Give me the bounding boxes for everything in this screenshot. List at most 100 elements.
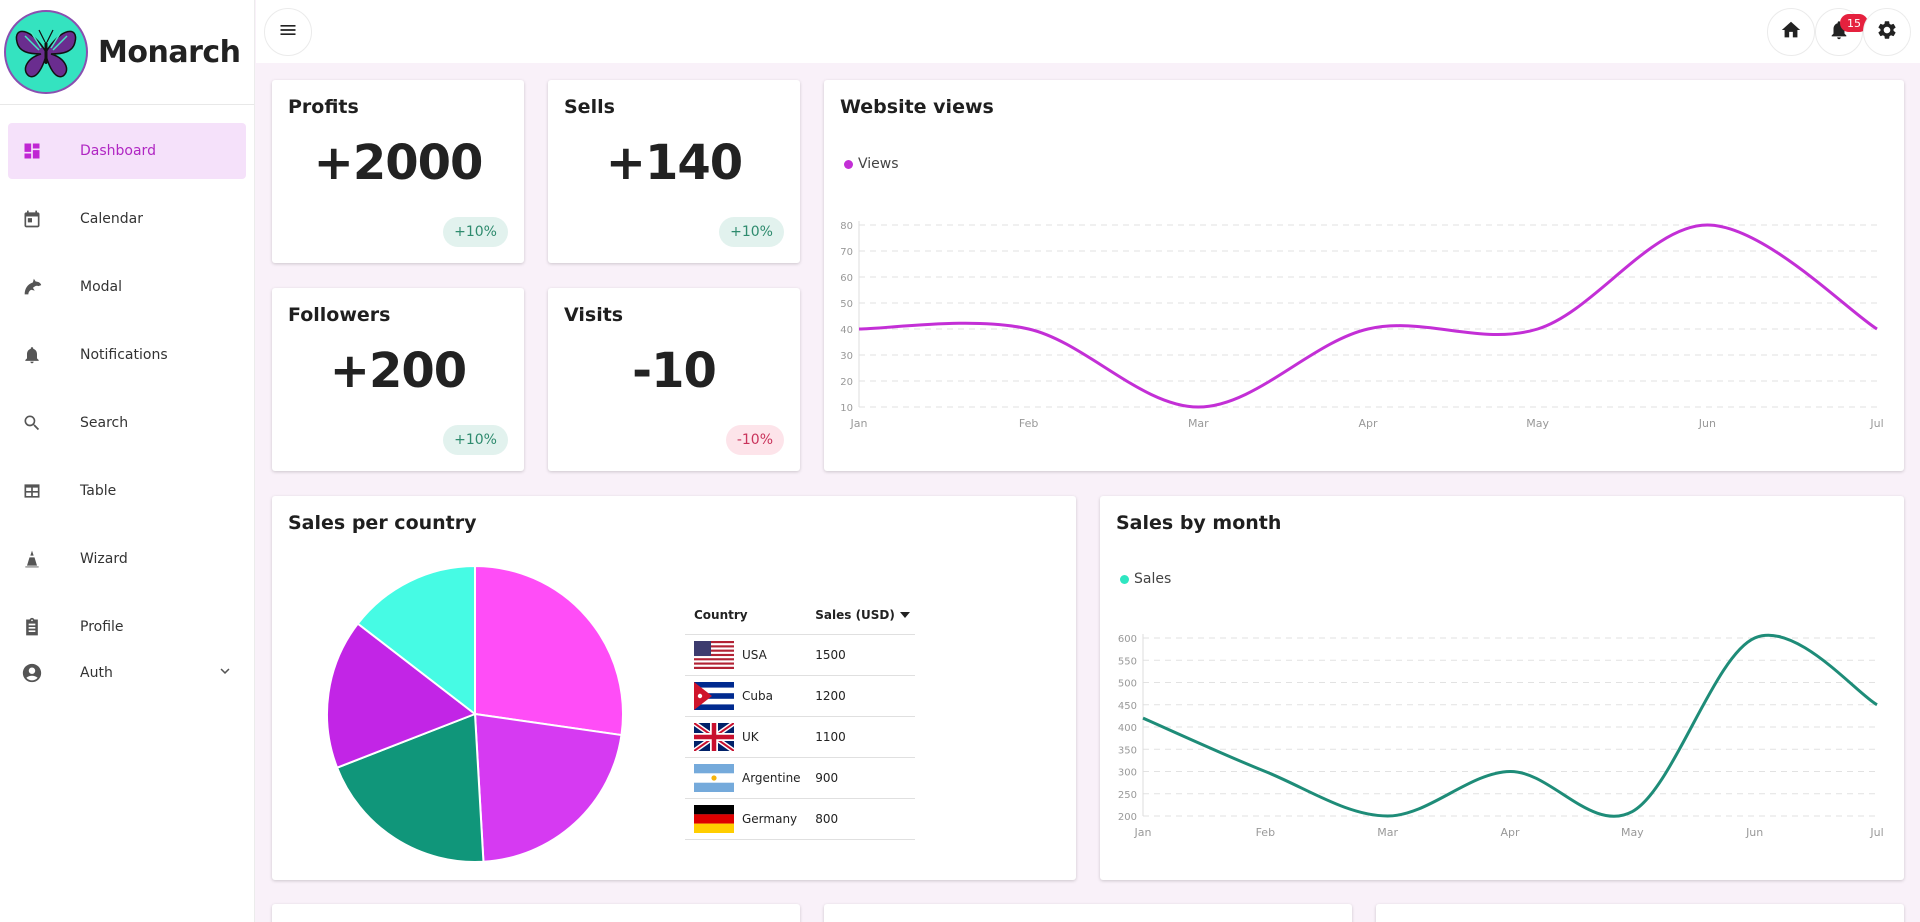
chevron-down-icon[interactable] (216, 662, 234, 684)
stat-title: Followers (288, 304, 391, 326)
sales-line-chart: 200 250 300 350 400 450 500 550 600 Jan Feb Mar Apr M… (1118, 633, 1884, 839)
logo-butterfly-icon[interactable] (4, 10, 88, 94)
sidebar: Monarch Dashboard Calendar Modal Notific… (0, 0, 255, 922)
brand-name: Monarch (98, 34, 241, 70)
menu-button[interactable] (264, 8, 312, 56)
x-tick-label: Jun (1745, 826, 1763, 839)
chart-title: Sales by month (1116, 512, 1282, 534)
legend-dot (844, 159, 853, 169)
sidebar-item-modal[interactable]: Modal (8, 259, 246, 315)
dashboard-icon (18, 137, 46, 165)
y-tick-label: 450 (1118, 701, 1137, 712)
y-tick-label: 400 (1118, 723, 1137, 734)
account-circle-icon (18, 659, 46, 687)
settings-button[interactable] (1863, 8, 1911, 56)
sidebar-item-auth[interactable]: Auth (8, 655, 246, 691)
cuba-flag-icon (694, 681, 734, 710)
y-tick-label: 300 (1118, 768, 1137, 779)
usa-flag-icon (694, 640, 734, 669)
sidebar-item-notifications[interactable]: Notifications (8, 327, 246, 383)
y-tick-label: 500 (1118, 679, 1137, 690)
sidebar-item-label: Wizard (80, 551, 128, 567)
stat-value: +140 (605, 135, 743, 191)
table-row: Germany 800 (685, 798, 915, 840)
sidebar-item-wizard[interactable]: Wizard (8, 531, 246, 587)
chart-title: Website views (840, 96, 994, 118)
dolphin-icon (18, 273, 46, 301)
y-tick-label: 50 (840, 299, 853, 310)
hamburger-icon (278, 20, 298, 44)
country-sales-table: Country Sales (USD) USA 1500 (685, 596, 915, 840)
sales-value: 800 (806, 798, 915, 840)
x-tick-label: Jan (850, 417, 868, 430)
top-bar: 15 (256, 0, 1920, 63)
x-tick-label: Mar (1188, 417, 1209, 430)
clipboard-icon (18, 613, 46, 641)
sidebar-item-calendar[interactable]: Calendar (8, 191, 246, 247)
stat-value: +200 (329, 343, 467, 399)
sales-column-header[interactable]: Sales (USD) (806, 596, 915, 635)
stat-value: +2000 (313, 135, 484, 191)
sales-by-month-card: Sales by month Sales 200 250 300 350 400 450 5… (1100, 496, 1904, 880)
notification-count-badge: 15 (1840, 14, 1868, 32)
x-tick-label: Jul (1869, 826, 1883, 839)
sidebar-item-label: Dashboard (80, 143, 156, 159)
x-tick-label: Mar (1377, 826, 1398, 839)
home-icon (1780, 19, 1802, 45)
country-name: UK (742, 729, 759, 744)
sort-down-icon (899, 612, 910, 619)
stat-change-badge: -10% (725, 425, 784, 455)
wizard-icon (18, 545, 46, 573)
table-row: UK 1100 (685, 716, 915, 758)
y-tick-label: 10 (840, 403, 853, 414)
sales-per-country-card: Sales per country Country Sales (USD) US… (272, 496, 1076, 880)
stat-card-sells: Sells +140 +10% (548, 80, 800, 263)
sidebar-nav: Dashboard Calendar Modal Notifications S… (0, 105, 254, 691)
legend-label: Views (858, 156, 899, 172)
chart-title: Sales per country (288, 512, 477, 534)
y-tick-label: 70 (840, 247, 853, 258)
bottom-card-3 (1376, 904, 1904, 922)
y-tick-label: 600 (1118, 634, 1137, 645)
x-tick-label: Feb (1256, 826, 1275, 839)
pie-slice[interactable] (356, 564, 476, 717)
sidebar-item-label: Auth (80, 665, 113, 681)
y-tick-label: 30 (840, 351, 853, 362)
stat-change-badge: +10% (443, 217, 508, 247)
pie-slice[interactable] (326, 622, 478, 769)
germany-flag-icon (694, 804, 734, 833)
sales-value: 1500 (806, 634, 915, 676)
sidebar-item-profile[interactable]: Profile (8, 599, 246, 655)
stat-card-visits: Visits -10 -10% (548, 288, 800, 471)
sidebar-item-label: Calendar (80, 211, 143, 227)
pie-slice[interactable] (474, 564, 624, 737)
calendar-icon (18, 205, 46, 233)
chart-legend[interactable]: Views (844, 156, 899, 172)
pie-slice[interactable] (335, 712, 485, 863)
series-line (1142, 633, 1878, 818)
website-views-card: Website views Views 10 20 30 40 50 60 70 80 Jan F… (824, 80, 1904, 471)
bottom-card-1 (272, 904, 800, 922)
chart-legend[interactable]: Sales (1120, 571, 1171, 587)
sidebar-item-search[interactable]: Search (8, 395, 246, 451)
legend-dot (1120, 574, 1129, 584)
stat-title: Sells (564, 96, 615, 118)
x-tick-label: Apr (1358, 417, 1378, 430)
sidebar-item-dashboard[interactable]: Dashboard (8, 123, 246, 179)
notifications-button[interactable]: 15 (1815, 8, 1868, 56)
sidebar-item-label: Table (80, 483, 117, 499)
country-column-header[interactable]: Country (685, 596, 807, 635)
stat-value: -10 (632, 343, 717, 399)
bottom-card-2 (824, 904, 1352, 922)
y-tick-label: 550 (1118, 656, 1137, 667)
stat-change-badge: +10% (719, 217, 784, 247)
sidebar-item-table[interactable]: Table (8, 463, 246, 519)
pie-slice[interactable] (473, 712, 623, 863)
sidebar-item-label: Profile (80, 619, 124, 635)
x-tick-label: Jan (1134, 826, 1152, 839)
country-name: Germany (742, 811, 798, 826)
y-tick-label: 20 (840, 377, 853, 388)
bell-icon (18, 341, 46, 369)
home-button[interactable] (1767, 8, 1815, 56)
x-tick-label: Feb (1019, 417, 1038, 430)
